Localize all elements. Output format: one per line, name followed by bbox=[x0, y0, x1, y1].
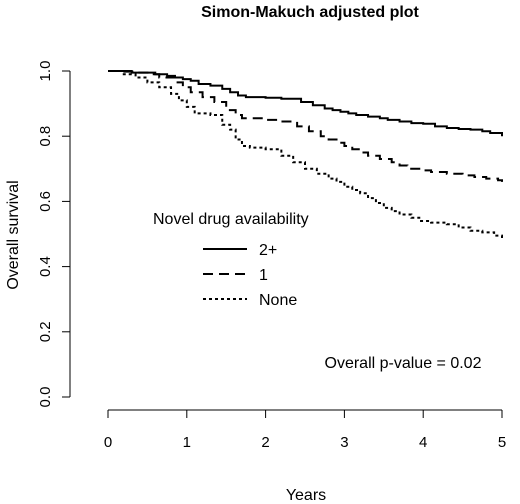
chart-title: Simon-Makuch adjusted plot bbox=[201, 4, 419, 21]
y-tick-label: 0.4 bbox=[37, 256, 54, 277]
legend-title: Novel drug availability bbox=[153, 211, 309, 228]
legend-label: 2+ bbox=[259, 242, 277, 259]
p-value-annotation: Overall p-value = 0.02 bbox=[325, 355, 482, 372]
x-tick-label: 0 bbox=[104, 434, 112, 451]
y-tick-label: 0.2 bbox=[37, 321, 54, 342]
y-tick-label: 0.6 bbox=[37, 191, 54, 212]
axes: 0.0 0.2 0.4 0.6 0.8 1.0 0 1 2 3 4 5 bbox=[37, 61, 506, 451]
series-line-1 bbox=[108, 70, 503, 137]
legend-label: 1 bbox=[259, 267, 268, 284]
y-axis-label: Overall survival bbox=[5, 180, 22, 289]
series-line-2 bbox=[108, 70, 503, 182]
series-group bbox=[108, 70, 503, 239]
x-tick-label: 5 bbox=[498, 434, 506, 451]
y-tick-label: 0.0 bbox=[37, 387, 54, 408]
y-tick-label: 1.0 bbox=[37, 61, 54, 82]
x-tick-label: 1 bbox=[183, 434, 191, 451]
x-tick-label: 4 bbox=[419, 434, 427, 451]
legend-label: None bbox=[259, 292, 297, 309]
x-axis-label: Years bbox=[286, 487, 326, 504]
legend: Novel drug availability 2+ 1 None bbox=[153, 211, 309, 309]
x-tick-label: 3 bbox=[340, 434, 348, 451]
y-tick-label: 0.8 bbox=[37, 126, 54, 147]
x-tick-label: 2 bbox=[261, 434, 269, 451]
